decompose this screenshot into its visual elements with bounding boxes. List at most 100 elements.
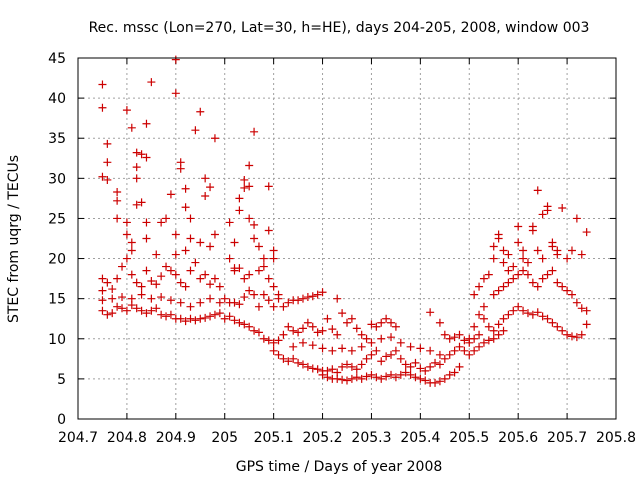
data-point xyxy=(328,346,337,355)
data-point xyxy=(352,373,361,382)
data-point xyxy=(308,322,317,331)
data-point xyxy=(499,258,508,267)
x-tick-label: 205.2 xyxy=(302,430,342,446)
data-point xyxy=(338,344,347,353)
data-point xyxy=(230,316,239,325)
data-point xyxy=(103,139,112,148)
data-point xyxy=(582,320,591,329)
data-point xyxy=(137,150,146,159)
data-point xyxy=(563,254,572,263)
data-point xyxy=(215,298,224,307)
data-point xyxy=(181,184,190,193)
data-point xyxy=(416,364,425,373)
data-point xyxy=(279,302,288,311)
data-point xyxy=(142,153,151,162)
data-point xyxy=(431,378,440,387)
data-point xyxy=(264,274,273,283)
data-point xyxy=(455,342,464,351)
data-point xyxy=(103,310,112,319)
data-point xyxy=(176,298,185,307)
data-point xyxy=(171,250,180,259)
data-point xyxy=(523,309,532,318)
data-point xyxy=(127,238,136,247)
data-point xyxy=(289,326,298,335)
data-point xyxy=(157,293,166,302)
data-point xyxy=(215,309,224,318)
data-point xyxy=(220,314,229,323)
data-point xyxy=(406,370,415,379)
data-point xyxy=(279,330,288,339)
data-point xyxy=(162,312,171,321)
data-point xyxy=(391,322,400,331)
data-point xyxy=(504,250,513,259)
data-point xyxy=(132,304,141,313)
data-point xyxy=(250,234,259,243)
data-point xyxy=(259,262,268,271)
data-point xyxy=(294,328,303,337)
data-point xyxy=(382,314,391,323)
data-point xyxy=(421,366,430,375)
data-point xyxy=(460,336,469,345)
data-point xyxy=(440,330,449,339)
data-point xyxy=(357,360,366,369)
data-point xyxy=(396,370,405,379)
data-point xyxy=(240,320,249,329)
data-point xyxy=(470,290,479,299)
data-point xyxy=(445,334,454,343)
data-point xyxy=(577,250,586,259)
data-point xyxy=(186,266,195,275)
data-point xyxy=(479,302,488,311)
data-point xyxy=(543,202,552,211)
data-point xyxy=(269,282,278,291)
data-point xyxy=(215,282,224,291)
data-point xyxy=(235,300,244,309)
data-point xyxy=(494,320,503,329)
data-point xyxy=(343,360,351,369)
data-point xyxy=(435,350,444,359)
data-point xyxy=(206,294,215,303)
data-point xyxy=(113,274,122,283)
data-point xyxy=(196,274,205,283)
data-point xyxy=(372,346,381,355)
x-tick-label: 205.5 xyxy=(449,430,489,446)
data-point xyxy=(387,350,396,359)
data-point xyxy=(455,362,464,371)
data-point xyxy=(210,310,219,319)
data-point xyxy=(166,310,175,319)
data-point xyxy=(108,309,117,318)
data-point xyxy=(132,278,141,287)
data-point xyxy=(533,246,542,255)
x-tick-label: 205 xyxy=(211,430,238,446)
data-point xyxy=(479,338,488,347)
data-point xyxy=(533,186,542,195)
data-point xyxy=(558,326,567,335)
data-point xyxy=(191,316,200,325)
data-point xyxy=(137,306,146,315)
data-point xyxy=(230,266,239,275)
data-point xyxy=(382,372,391,381)
data-point xyxy=(259,290,268,299)
data-point xyxy=(171,55,180,64)
data-point xyxy=(142,119,151,128)
data-point xyxy=(391,373,400,382)
data-point xyxy=(318,370,327,379)
data-point xyxy=(357,330,366,339)
y-tick-label: 35 xyxy=(48,131,66,147)
data-point xyxy=(401,368,410,377)
data-point xyxy=(201,313,210,322)
data-point xyxy=(318,288,327,297)
data-point xyxy=(323,373,332,382)
y-tick-label: 30 xyxy=(48,171,66,187)
data-point xyxy=(509,306,518,315)
data-point xyxy=(338,362,347,371)
data-point xyxy=(577,304,586,313)
x-tick-label: 205.8 xyxy=(596,430,636,446)
data-point xyxy=(558,282,567,291)
y-tick-label: 40 xyxy=(48,91,66,107)
data-point xyxy=(137,198,146,207)
data-point xyxy=(250,290,259,299)
data-point xyxy=(108,285,117,294)
data-point xyxy=(479,274,488,283)
y-tick-label: 10 xyxy=(48,332,66,348)
data-point xyxy=(225,218,234,227)
